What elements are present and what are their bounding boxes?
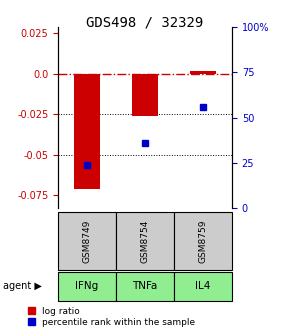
Text: TNFa: TNFa xyxy=(132,282,158,291)
Text: GSM8754: GSM8754 xyxy=(140,219,150,263)
Bar xyxy=(190,71,216,74)
Text: agent ▶: agent ▶ xyxy=(3,282,42,291)
Text: IL4: IL4 xyxy=(195,282,211,291)
Text: IFNg: IFNg xyxy=(75,282,99,291)
Bar xyxy=(132,74,158,116)
Bar xyxy=(74,74,100,189)
Text: GSM8759: GSM8759 xyxy=(198,219,208,263)
Legend: log ratio, percentile rank within the sample: log ratio, percentile rank within the sa… xyxy=(28,307,195,327)
Text: GDS498 / 32329: GDS498 / 32329 xyxy=(86,15,204,29)
Text: GSM8749: GSM8749 xyxy=(82,219,92,263)
